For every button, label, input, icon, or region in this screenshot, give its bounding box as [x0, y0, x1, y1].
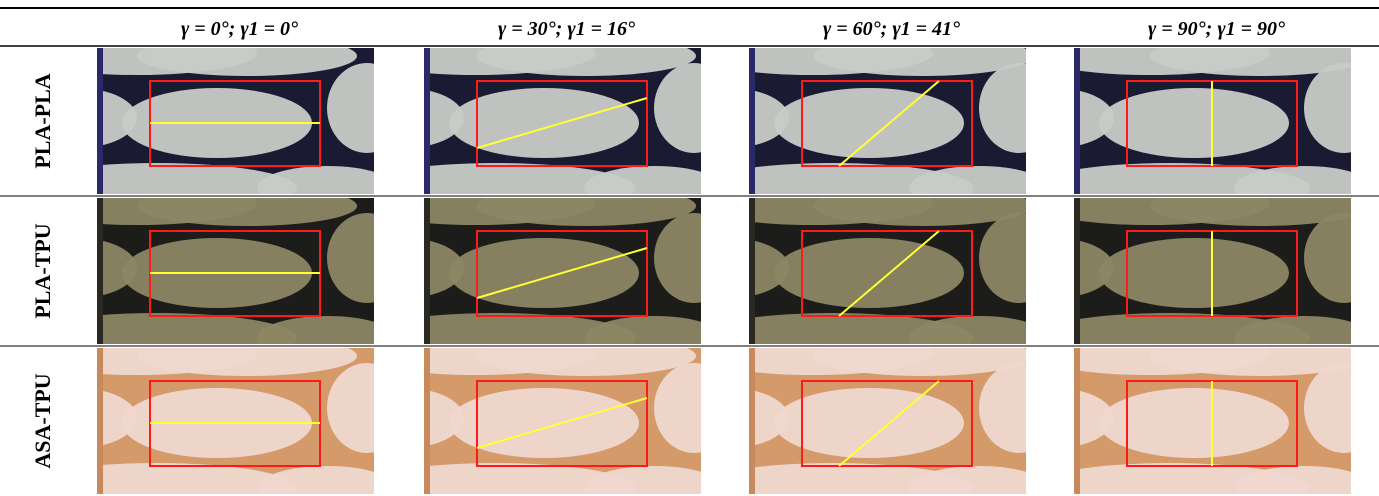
filament [327, 363, 407, 453]
micrograph [17, 181, 407, 363]
filament [476, 36, 696, 76]
edge-shade [424, 348, 430, 494]
edge-shade [97, 198, 103, 344]
micrograph [669, 181, 1059, 363]
edge-shade [749, 198, 755, 344]
micrograph [669, 331, 1059, 496]
edge-shade [1074, 48, 1080, 194]
figure: γ = 0°; γ1 = 0° γ = 30°; γ1 = 16° γ = 60°;… [0, 0, 1379, 496]
edge-shade [749, 48, 755, 194]
edge-shade [749, 348, 755, 494]
filament [979, 63, 1059, 153]
image-content [669, 331, 1059, 496]
micrograph [344, 181, 734, 363]
image-content [344, 181, 734, 363]
filament [327, 63, 407, 153]
micrograph [344, 331, 734, 496]
filament [137, 36, 357, 76]
filament [327, 213, 407, 303]
edge-shade [424, 48, 430, 194]
edge-shade [1074, 198, 1080, 344]
row-label: PLA-TPU [30, 223, 55, 318]
edge-shade [1074, 348, 1080, 494]
image-content [994, 181, 1379, 363]
image-content [669, 31, 1059, 213]
column-header: γ = 90°; γ1 = 90° [1148, 18, 1285, 40]
micrograph [344, 31, 734, 213]
micrograph [669, 31, 1059, 213]
micrograph [17, 31, 407, 213]
image-content [669, 181, 1059, 363]
micrograph [17, 331, 407, 496]
filament [979, 213, 1059, 303]
filament [979, 363, 1059, 453]
row-label: PLA-PLA [30, 73, 55, 168]
micrograph [994, 331, 1379, 496]
micrograph [994, 181, 1379, 363]
image-content [994, 331, 1379, 496]
image-content [344, 31, 734, 213]
image-content [17, 331, 407, 496]
filament [654, 363, 734, 453]
column-header: γ = 60°; γ1 = 41° [823, 18, 960, 40]
edge-shade [97, 48, 103, 194]
image-content [994, 31, 1379, 213]
edge-shade [424, 198, 430, 344]
micrograph [994, 31, 1379, 213]
row-label: ASA-TPU [30, 373, 55, 468]
filament [654, 63, 734, 153]
column-header: γ = 30°; γ1 = 16° [498, 18, 635, 40]
column-header: γ = 0°; γ1 = 0° [181, 18, 298, 40]
edge-shade [97, 348, 103, 494]
image-content [344, 331, 734, 496]
filament [654, 213, 734, 303]
